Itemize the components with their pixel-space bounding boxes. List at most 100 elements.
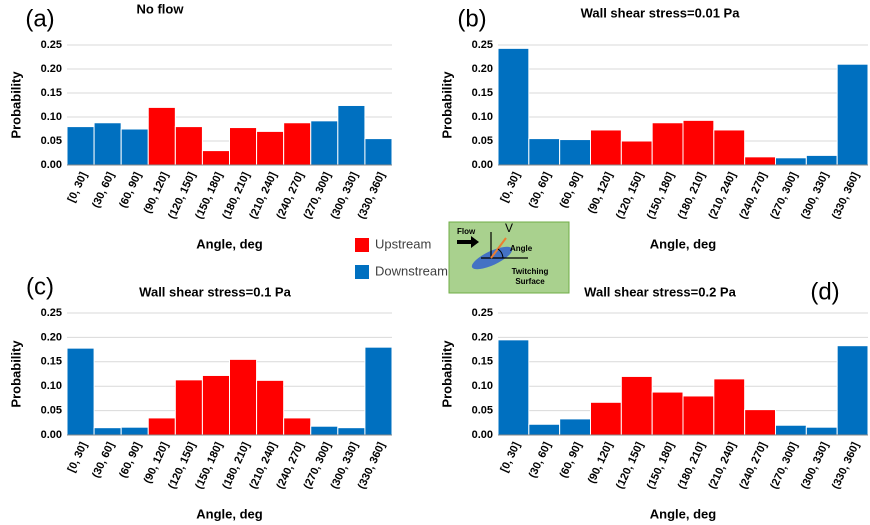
chart-title: No flow [137,1,185,16]
bar [256,130,285,166]
y-tick-label: 0.20 [41,331,62,343]
bar [590,401,622,436]
x-tick-label: (210, 240] [707,440,739,491]
x-tick-label: (60, 90] [558,440,585,480]
x-axis-label: Angle, deg [196,236,263,251]
y-tick-label: 0.10 [472,111,493,123]
bar [93,122,122,166]
x-tick-label: (90, 120] [586,170,616,215]
bar [836,63,869,166]
y-tick-label: 0.15 [472,87,493,99]
x-tick-label: (60, 90] [117,170,144,210]
bar [775,424,807,436]
bar [201,150,231,166]
x-tick-label: (120, 150] [614,440,646,491]
x-tick-label: (270, 300] [768,170,800,221]
bar [805,426,838,436]
x-tick-label: (210, 240] [707,170,739,221]
y-tick-label: 0.05 [41,405,62,417]
bar [337,427,366,436]
bar [559,418,592,436]
bar [256,379,285,436]
inset-surface: Surface [515,277,545,286]
x-tick-label: (30, 60] [90,170,117,210]
x-tick-label: (120, 150] [614,170,646,221]
y-tick-label: 0.05 [41,135,62,147]
inset-flow: Flow [457,227,476,236]
x-axis-label: Angle, deg [650,236,717,251]
x-tick-label: (30, 60] [527,440,554,480]
panel-label: (a) [25,5,54,32]
y-tick-label: 0.25 [472,307,493,319]
x-tick-label: (300, 330] [799,170,831,221]
y-tick-label: 0.25 [472,39,493,51]
x-tick-label: (90, 120] [586,440,616,485]
panel-label: (b) [457,5,486,32]
x-axis-label: Angle, deg [196,506,263,521]
y-axis-label: Probability [439,340,454,408]
bar [528,138,561,166]
bar [775,157,807,166]
chart-panel: (b) Wall shear stress=0.01 Pa 0.00 0.05 0.10… [439,5,869,251]
x-axis-label: Angle, deg [650,506,717,521]
chart-title: Wall shear stress=0.1 Pa [139,284,291,299]
bar [120,128,149,166]
legend-label: Upstream [375,236,431,251]
bar [174,126,203,166]
bar [283,122,312,166]
bar [337,104,366,166]
y-tick-label: 0.15 [41,356,62,368]
bar [651,391,684,436]
y-tick-label: 0.00 [41,429,62,441]
chart-panel: (d) Wall shear stress=0.2 Pa 0.00 0.05 0.10 0… [439,278,869,521]
bar [620,140,653,166]
x-tick-label: (300, 330] [799,440,831,491]
bar [364,346,393,436]
bar [174,379,203,436]
bar [620,375,653,436]
y-tick-label: 0.20 [41,63,62,75]
x-tick-label: (90, 120] [142,170,172,215]
y-tick-label: 0.15 [472,356,493,368]
flow-arrow [457,236,479,248]
x-tick-label: [0, 30] [498,440,522,474]
y-tick-label: 0.20 [472,63,493,75]
inset-angle: Angle [510,244,533,253]
bar [682,119,715,166]
bar [744,409,777,436]
bar [310,425,339,436]
bar [744,156,777,166]
bar [713,129,746,166]
bar [559,139,592,166]
x-tick-label: (330, 360] [356,170,388,221]
inset-diagram: Flow V Angle Twitching Surface [448,221,570,294]
bar [713,378,746,436]
x-tick-label: (60, 90] [117,440,144,480]
bar [836,345,869,436]
x-tick-label: [0, 30] [66,440,90,474]
y-tick-label: 0.10 [41,111,62,123]
bar [229,127,258,166]
y-tick-label: 0.00 [472,429,493,441]
bar [147,106,176,166]
y-tick-label: 0.25 [41,307,62,319]
y-tick-label: 0.15 [41,87,62,99]
panel-label: (c) [26,273,54,300]
x-tick-label: [0, 30] [66,170,90,204]
y-axis-label: Probability [439,71,454,139]
x-tick-label: (240, 270] [737,440,769,491]
bar [229,358,258,436]
chart-panel: (c) Wall shear stress=0.1 Pa 0.00 0.05 0.10 0… [8,273,393,521]
legend-label: Downstream [375,263,448,278]
angle-arc [497,248,504,259]
bar [201,374,231,436]
bar [805,154,838,166]
y-axis-label: Probability [8,340,23,408]
y-tick-label: 0.10 [41,380,62,392]
x-tick-label: (30, 60] [527,170,554,210]
y-axis-label: Probability [8,71,23,139]
x-tick-label: [0, 30] [498,170,522,204]
bar [528,423,561,436]
x-tick-label: (330, 360] [356,440,388,491]
inset-velocity: V [505,221,513,235]
